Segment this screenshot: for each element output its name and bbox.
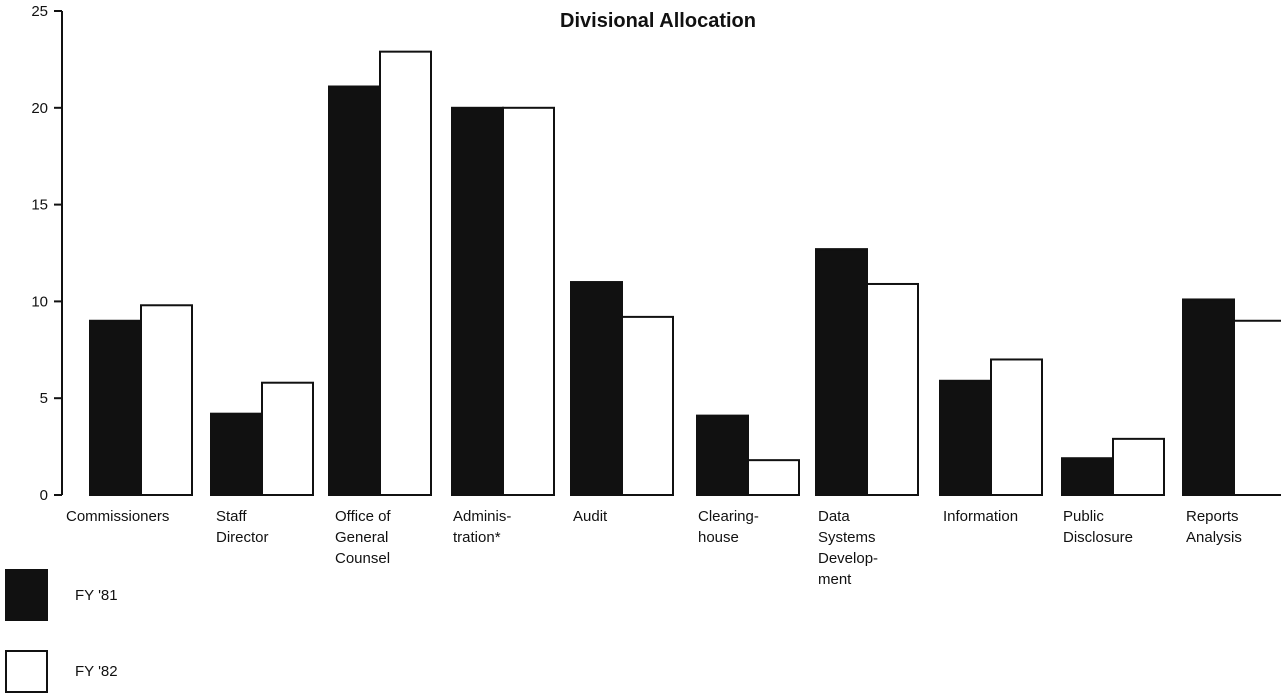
legend-swatch <box>5 650 48 693</box>
bar-fy82 <box>1233 319 1281 497</box>
legend: FY '81 FY '82 <box>5 569 118 693</box>
y-tick-label: 25 <box>31 3 48 20</box>
bar-fy81 <box>696 414 749 496</box>
bar-fy82 <box>1112 437 1165 496</box>
category-label: Adminis-tration* <box>453 508 511 546</box>
bar-fy81 <box>1061 457 1114 497</box>
bar-fy81 <box>210 412 263 496</box>
category-labels: Commissioners Staff Director Office of Gener… <box>66 508 1242 588</box>
bar-fy81 <box>939 379 992 496</box>
category-label: Reports Analysis <box>1186 508 1242 546</box>
category-label: Office of General Counsel <box>335 508 391 567</box>
bar-fy82 <box>502 106 555 497</box>
bar-fy81 <box>570 281 623 497</box>
bar-fy82 <box>261 381 314 497</box>
y-tick-label: 20 <box>31 100 48 117</box>
bar-fy82 <box>990 358 1043 497</box>
category-label: Clearing-house <box>698 508 759 546</box>
bar-fy82 <box>866 282 919 497</box>
chart-title: Divisional Allocation <box>560 10 756 32</box>
bar-fy82 <box>621 315 674 496</box>
y-tick-label: 5 <box>40 390 48 407</box>
legend-label: FY '82 <box>75 663 118 680</box>
y-tick-label: 0 <box>40 487 48 504</box>
category-label: Audit <box>573 508 608 525</box>
category-label: Commissioners <box>66 508 169 525</box>
bar-fy81 <box>451 106 504 497</box>
category-label: Staff Director <box>216 508 269 546</box>
category-label: Information <box>943 508 1018 525</box>
bar-fy81 <box>328 85 381 496</box>
bar-fy81 <box>1182 298 1235 496</box>
y-tick-label: 15 <box>31 197 48 214</box>
bars <box>89 50 1281 497</box>
legend-label: FY '81 <box>75 587 118 604</box>
bar-fy82 <box>747 459 800 497</box>
category-label: Data Systems Develop-ment <box>818 508 878 588</box>
bar-fy81 <box>89 319 142 497</box>
y-axis: 0 5 10 15 20 25 <box>31 3 63 504</box>
category-label: Public Disclosure <box>1063 508 1133 546</box>
legend-swatch <box>5 569 48 621</box>
bar-fy82 <box>379 50 432 496</box>
bar-fy82 <box>140 304 193 496</box>
bar-fy81 <box>815 248 868 496</box>
y-tick-label: 10 <box>31 293 48 310</box>
